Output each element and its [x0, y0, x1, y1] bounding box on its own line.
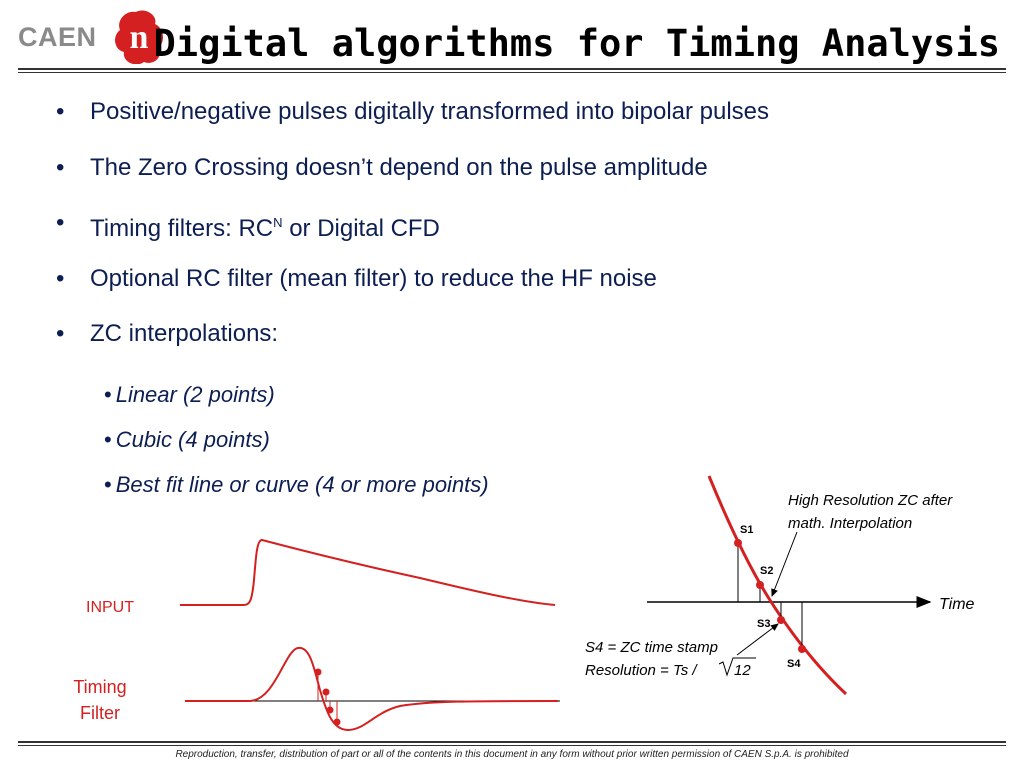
zc-note-line-1: S4 = ZC time stamp	[585, 639, 718, 656]
bullet-dot-icon: •	[56, 153, 65, 181]
zc-curve	[707, 475, 848, 696]
logo-text: CAEN	[18, 22, 97, 52]
sub-bullet-text: Best fit line or curve (4 or more points…	[115, 472, 489, 497]
footer-divider-thin	[18, 745, 1006, 746]
timing-filter-curve	[185, 646, 559, 732]
timing-filter-label-1: Timing	[73, 677, 126, 697]
header-divider-thin	[18, 72, 1006, 73]
sqrt-symbol-icon	[718, 657, 756, 677]
bullet-item: • ZC interpolations:	[50, 318, 769, 374]
header-divider	[18, 68, 1006, 70]
sub-bullet-item: • Linear (2 points)	[104, 380, 489, 425]
input-label: INPUT	[86, 599, 134, 616]
label-s3: S3	[757, 618, 770, 630]
footer-notice: Reproduction, transfer, distribution of …	[175, 749, 849, 760]
bullet-text: ZC interpolations:	[90, 320, 279, 347]
bullet-item: • Positive/negative pulses digitally tran…	[50, 96, 769, 152]
filter-sample-point	[322, 688, 330, 696]
time-axis-label: Time	[939, 596, 975, 613]
sub-bullet-dot-icon: •	[104, 382, 112, 407]
page-title: Digital algorithms for Timing Analysis	[153, 22, 1000, 65]
sub-bullet-text: Cubic (4 points)	[115, 427, 270, 452]
filter-sample-point	[314, 668, 322, 676]
timing-filter-label-2: Filter	[80, 703, 120, 723]
caen-logo: CAEN n	[18, 8, 168, 64]
logo-mark-letter: n	[130, 19, 149, 56]
label-s2: S2	[760, 565, 773, 577]
sample-point-s1	[734, 539, 742, 547]
zc-note-line-2-prefix: Resolution = Ts /	[585, 662, 698, 679]
sub-bullet-list: • Linear (2 points) • Cubic (4 points) • Be…	[104, 380, 489, 515]
sub-bullet-text: Linear (2 points)	[115, 382, 275, 407]
footer-divider	[18, 741, 1006, 743]
logo-mark-icon: n	[115, 10, 163, 64]
bullet-dot-icon: •	[56, 98, 65, 125]
hr-note-line-1: High Resolution ZC after	[788, 492, 953, 509]
sample-point-s3	[777, 616, 785, 624]
bullet-item: • Optional RC filter (mean filter) to red…	[50, 263, 769, 319]
bullet-text: Positive/negative pulses digitally trans…	[90, 98, 770, 125]
sub-bullet-item: • Best fit line or curve (4 or more point…	[104, 470, 489, 515]
sub-bullet-item: • Cubic (4 points)	[104, 425, 489, 470]
bullet-text-pre: Timing filters: RC	[90, 215, 274, 242]
zc-note-arrow	[736, 623, 779, 656]
bullet-list: • Positive/negative pulses digitally tran…	[50, 96, 769, 374]
bullet-text-post: or Digital CFD	[282, 215, 440, 242]
sample-point-s2	[756, 581, 764, 589]
bullet-text: Optional RC filter (mean filter) to redu…	[90, 264, 657, 292]
sub-bullet-dot-icon: •	[104, 472, 112, 497]
label-s1: S1	[740, 524, 753, 536]
bullet-text-sup: N	[273, 215, 283, 230]
sample-point-s4	[798, 645, 806, 653]
bullet-dot-icon: •	[56, 320, 65, 347]
filter-sample-point	[326, 706, 334, 714]
input-pulse-curve	[180, 538, 556, 606]
bullet-item: • The Zero Crossing doesn’t depend on the…	[50, 152, 769, 208]
hr-note-arrow	[771, 531, 798, 597]
timing-diagram: INPUT Timing Filter Time S1 S2 S3 S4 Hig…	[73, 475, 975, 732]
bullet-item: • Timing filters: RCN or Digital CFD	[50, 207, 769, 263]
hr-note-line-2: math. Interpolation	[788, 515, 912, 532]
filter-sample-point	[333, 718, 341, 726]
bullet-dot-icon: •	[56, 209, 65, 236]
bullet-text: The Zero Crossing doesn’t depend on the …	[90, 153, 708, 181]
label-s4: S4	[787, 658, 801, 670]
zc-note-radicand: 12	[734, 662, 751, 679]
bullet-dot-icon: •	[56, 264, 65, 292]
sub-bullet-dot-icon: •	[104, 427, 112, 452]
